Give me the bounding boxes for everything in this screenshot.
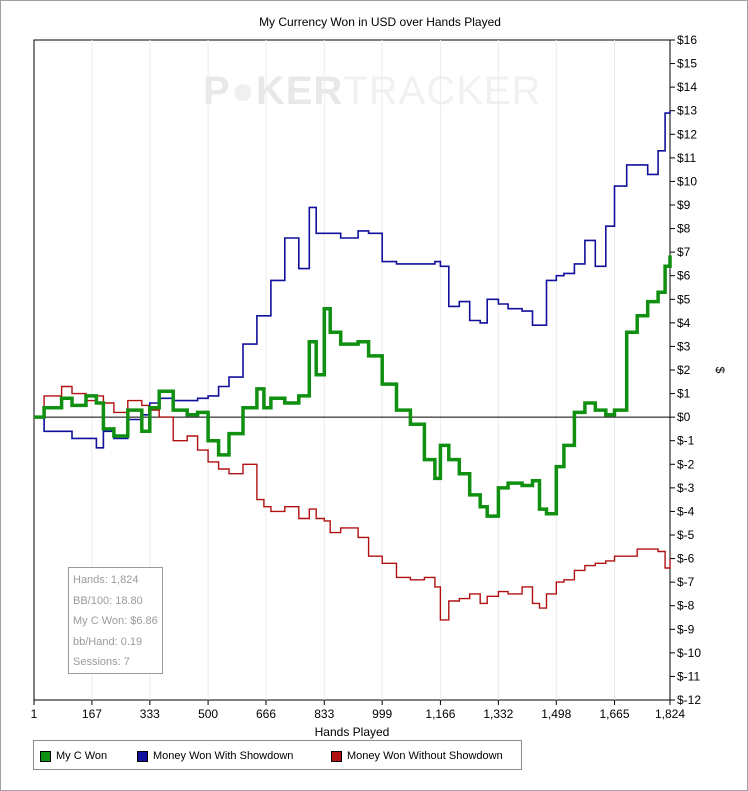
legend-item-no-showdown[interactable]: Money Won Without Showdown: [331, 749, 503, 763]
y-tick-label: $4: [677, 316, 691, 330]
stat-won: My C Won: $6.86: [73, 615, 158, 627]
x-axis: 1 167 333 500 666 833 999 1,166 1,332 1,498 1,665 1…: [31, 700, 685, 721]
chart-title: My Currency Won in USD over Hands Played: [259, 15, 501, 29]
y-tick-label: $16: [677, 33, 697, 47]
legend-swatch-red: [331, 750, 342, 762]
legend-label: My C Won: [56, 750, 108, 762]
y-tick-label: $2: [677, 363, 691, 377]
x-tick-label: 833: [314, 707, 334, 721]
x-tick-label: 1,665: [600, 707, 630, 721]
x-tick-label: 333: [140, 707, 160, 721]
x-tick-label: 1,824: [655, 707, 685, 721]
y-tick-label: $3: [677, 339, 691, 353]
legend-label: Money Won Without Showdown: [347, 750, 503, 762]
x-tick-label: 167: [82, 707, 102, 721]
y-axis: $16 $15 $14 $13 $12 $11 $10 $9 $8 $7 $6 $5 $4 $3 $2 $1 $…: [670, 33, 701, 707]
y-tick-label: $12: [677, 127, 697, 141]
x-tick-label: 1,166: [425, 707, 455, 721]
y-tick-label: $-2: [677, 457, 695, 471]
y-tick-label: $0: [677, 410, 691, 424]
legend: My C Won Money Won With Showdown Money W…: [33, 740, 522, 770]
x-axis-title: Hands Played: [315, 725, 390, 739]
watermark-text-poker: P●KERTRACKER: [203, 69, 541, 113]
y-tick-label: $-7: [677, 575, 695, 589]
stats-box: Hands: 1,824 BB/100: 18.80 My C Won: $6.…: [68, 567, 163, 674]
y-tick-label: $13: [677, 104, 697, 118]
series-with-showdown: [34, 110, 671, 449]
y-tick-label: $-1: [677, 434, 695, 448]
stat-bbhand: bb/Hand: 0.19: [73, 635, 143, 648]
legend-label: Money Won With Showdown: [153, 750, 294, 762]
y-tick-label: $-4: [677, 504, 695, 518]
y-tick-label: $-5: [677, 528, 695, 542]
legend-item-my-c-won[interactable]: My C Won: [40, 749, 107, 763]
y-tick-label: $-3: [677, 481, 695, 495]
series-my-c-won: [34, 255, 672, 518]
x-tick-label: 1: [31, 707, 38, 721]
x-tick-label: 999: [372, 707, 392, 721]
x-tick-label: 1,332: [483, 707, 513, 721]
y-tick-label: $6: [677, 269, 691, 283]
legend-item-showdown[interactable]: Money Won With Showdown: [137, 749, 293, 763]
x-tick-label: 1,498: [541, 707, 571, 721]
y-axis-title: $: [713, 367, 727, 374]
y-tick-label: $-12: [677, 693, 701, 707]
y-tick-label: $15: [677, 57, 697, 71]
watermark: P●KERTRACKER: [203, 69, 541, 113]
stat-sessions: Sessions: 7: [73, 656, 130, 668]
y-tick-label: $10: [677, 174, 697, 188]
y-tick-label: $-9: [677, 622, 695, 636]
y-tick-label: $-11: [677, 669, 700, 683]
y-tick-label: $5: [677, 292, 691, 306]
legend-swatch-blue: [137, 750, 148, 762]
y-tick-label: $9: [677, 198, 691, 212]
y-tick-label: $7: [677, 245, 691, 259]
y-tick-label: $14: [677, 80, 697, 94]
legend-swatch-green: [40, 750, 51, 762]
stat-bb100: BB/100: 18.80: [73, 594, 143, 607]
y-tick-label: $8: [677, 222, 691, 236]
x-tick-label: 500: [198, 707, 218, 721]
y-tick-label: $-6: [677, 552, 695, 566]
y-tick-label: $1: [677, 387, 691, 401]
stat-hands: Hands: 1,824: [73, 574, 139, 586]
y-tick-label: $-8: [677, 599, 695, 613]
series-lines: [34, 110, 672, 621]
x-tick-label: 666: [256, 707, 276, 721]
y-tick-label: $-10: [677, 646, 701, 660]
y-tick-label: $11: [677, 151, 696, 165]
